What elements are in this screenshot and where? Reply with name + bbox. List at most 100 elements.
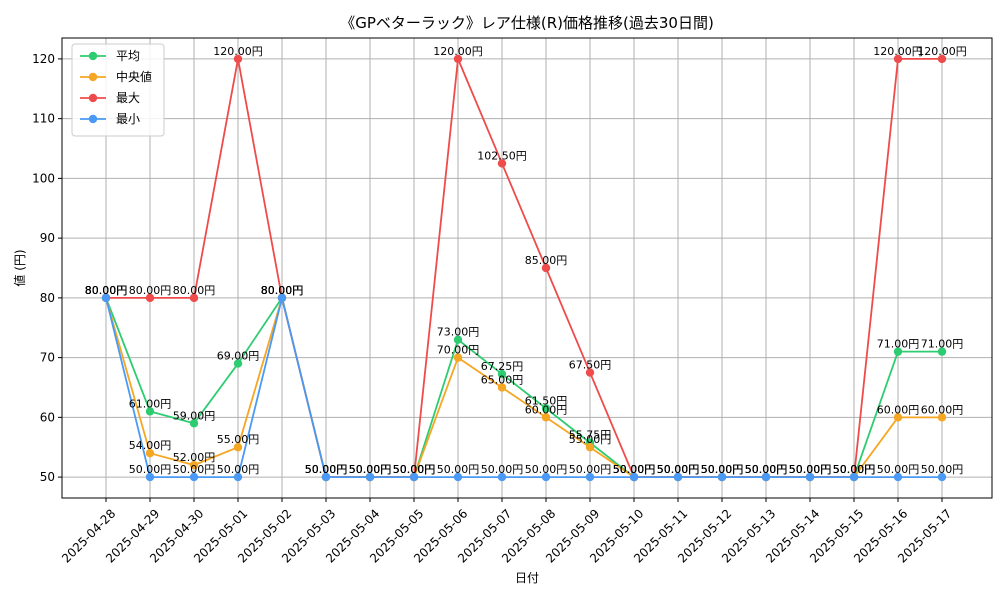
data-label: 50.00円 <box>701 463 744 476</box>
data-label: 50.00円 <box>613 463 656 476</box>
data-label: 50.00円 <box>701 463 744 476</box>
data-label: 50.00円 <box>525 463 568 476</box>
data-label: 80.00円 <box>85 284 128 297</box>
data-label: 50.00円 <box>305 463 348 476</box>
data-label: 80.00円 <box>173 284 216 297</box>
data-label: 60.00円 <box>921 403 964 416</box>
legend-marker <box>88 114 98 124</box>
data-point <box>497 369 507 379</box>
y-tick-label: 90 <box>40 231 55 245</box>
data-label: 80.00円 <box>261 284 304 297</box>
data-point <box>805 472 815 482</box>
data-label: 50.00円 <box>789 463 832 476</box>
data-label: 67.25円 <box>481 360 524 373</box>
data-label: 50.00円 <box>349 463 392 476</box>
data-point <box>189 419 199 428</box>
data-point <box>453 353 463 362</box>
legend-marker <box>88 93 98 103</box>
data-label: 50.00円 <box>393 463 436 476</box>
data-label: 50.00円 <box>173 463 216 476</box>
data-label: 80.00円 <box>85 284 128 297</box>
data-point <box>453 472 463 482</box>
data-point <box>893 472 903 482</box>
data-label: 50.00円 <box>393 463 436 476</box>
data-point <box>893 413 903 422</box>
data-label: 50.00円 <box>349 463 392 476</box>
data-point <box>937 413 947 422</box>
data-point <box>541 472 551 482</box>
data-label: 50.00円 <box>129 463 172 476</box>
y-tick-label: 70 <box>40 351 55 365</box>
data-point <box>541 413 551 422</box>
data-label: 50.00円 <box>393 463 436 476</box>
data-label: 50.00円 <box>657 463 700 476</box>
axes: 2025-04-282025-04-292025-04-302025-05-01… <box>32 52 954 566</box>
data-label: 59.00円 <box>173 409 216 422</box>
data-label: 80.00円 <box>261 284 304 297</box>
data-label: 54.00円 <box>129 439 172 452</box>
data-point <box>189 472 199 482</box>
data-point <box>189 293 199 303</box>
data-label: 50.00円 <box>613 463 656 476</box>
data-label: 80.00円 <box>85 284 128 297</box>
data-label: 50.00円 <box>657 463 700 476</box>
data-label: 50.00円 <box>349 463 392 476</box>
data-point <box>893 347 903 356</box>
legend-marker <box>88 51 98 61</box>
data-point <box>497 472 507 482</box>
data-label: 50.00円 <box>877 463 920 476</box>
data-label: 50.00円 <box>393 463 436 476</box>
data-point <box>673 472 683 482</box>
plot-frame <box>61 37 993 499</box>
data-point <box>849 472 859 482</box>
data-point <box>145 407 155 416</box>
data-point <box>189 460 199 470</box>
series-line <box>105 297 942 478</box>
data-label: 50.00円 <box>789 463 832 476</box>
data-label: 50.00円 <box>217 463 260 476</box>
data-point <box>497 159 507 168</box>
y-tick-label: 100 <box>32 171 55 185</box>
data-label: 50.00円 <box>789 463 832 476</box>
y-tick-label: 80 <box>40 291 55 305</box>
y-tick-label: 60 <box>40 410 55 424</box>
data-label: 71.00円 <box>921 338 964 351</box>
data-point <box>937 54 947 64</box>
data-label: 73.00円 <box>437 326 480 339</box>
data-point <box>453 335 463 344</box>
data-point <box>761 472 771 482</box>
data-label: 69.00円 <box>217 350 260 363</box>
data-label: 65.00円 <box>481 373 524 386</box>
data-label: 50.00円 <box>701 463 744 476</box>
data-label: 60.00円 <box>525 403 568 416</box>
data-point <box>145 293 155 303</box>
data-label: 50.00円 <box>481 463 524 476</box>
data-label: 60.00円 <box>877 403 920 416</box>
data-label: 50.00円 <box>833 463 876 476</box>
data-point <box>585 443 595 452</box>
data-label: 50.00円 <box>833 463 876 476</box>
data-label: 55.00円 <box>569 433 612 446</box>
data-label: 50.00円 <box>657 463 700 476</box>
data-point <box>585 472 595 482</box>
data-point <box>101 293 111 303</box>
data-label: 50.00円 <box>701 463 744 476</box>
data-point <box>233 472 243 482</box>
data-label: 50.00円 <box>745 463 788 476</box>
data-label: 85.00円 <box>525 254 568 267</box>
data-label: 52.00円 <box>173 451 216 464</box>
data-point <box>233 359 243 368</box>
legend-entry: 中央値 <box>116 69 152 84</box>
data-point <box>453 54 463 64</box>
data-point <box>717 472 727 482</box>
data-label: 50.00円 <box>613 463 656 476</box>
data-point <box>145 472 155 482</box>
data-label: 120.00円 <box>213 45 263 58</box>
series-line <box>105 294 942 478</box>
data-point <box>937 472 947 482</box>
data-label: 120.00円 <box>917 45 967 58</box>
data-label: 50.00円 <box>569 463 612 476</box>
chart-title: 《GPベターラック》レア仕様(R)価格推移(過去30日間) <box>340 14 714 32</box>
